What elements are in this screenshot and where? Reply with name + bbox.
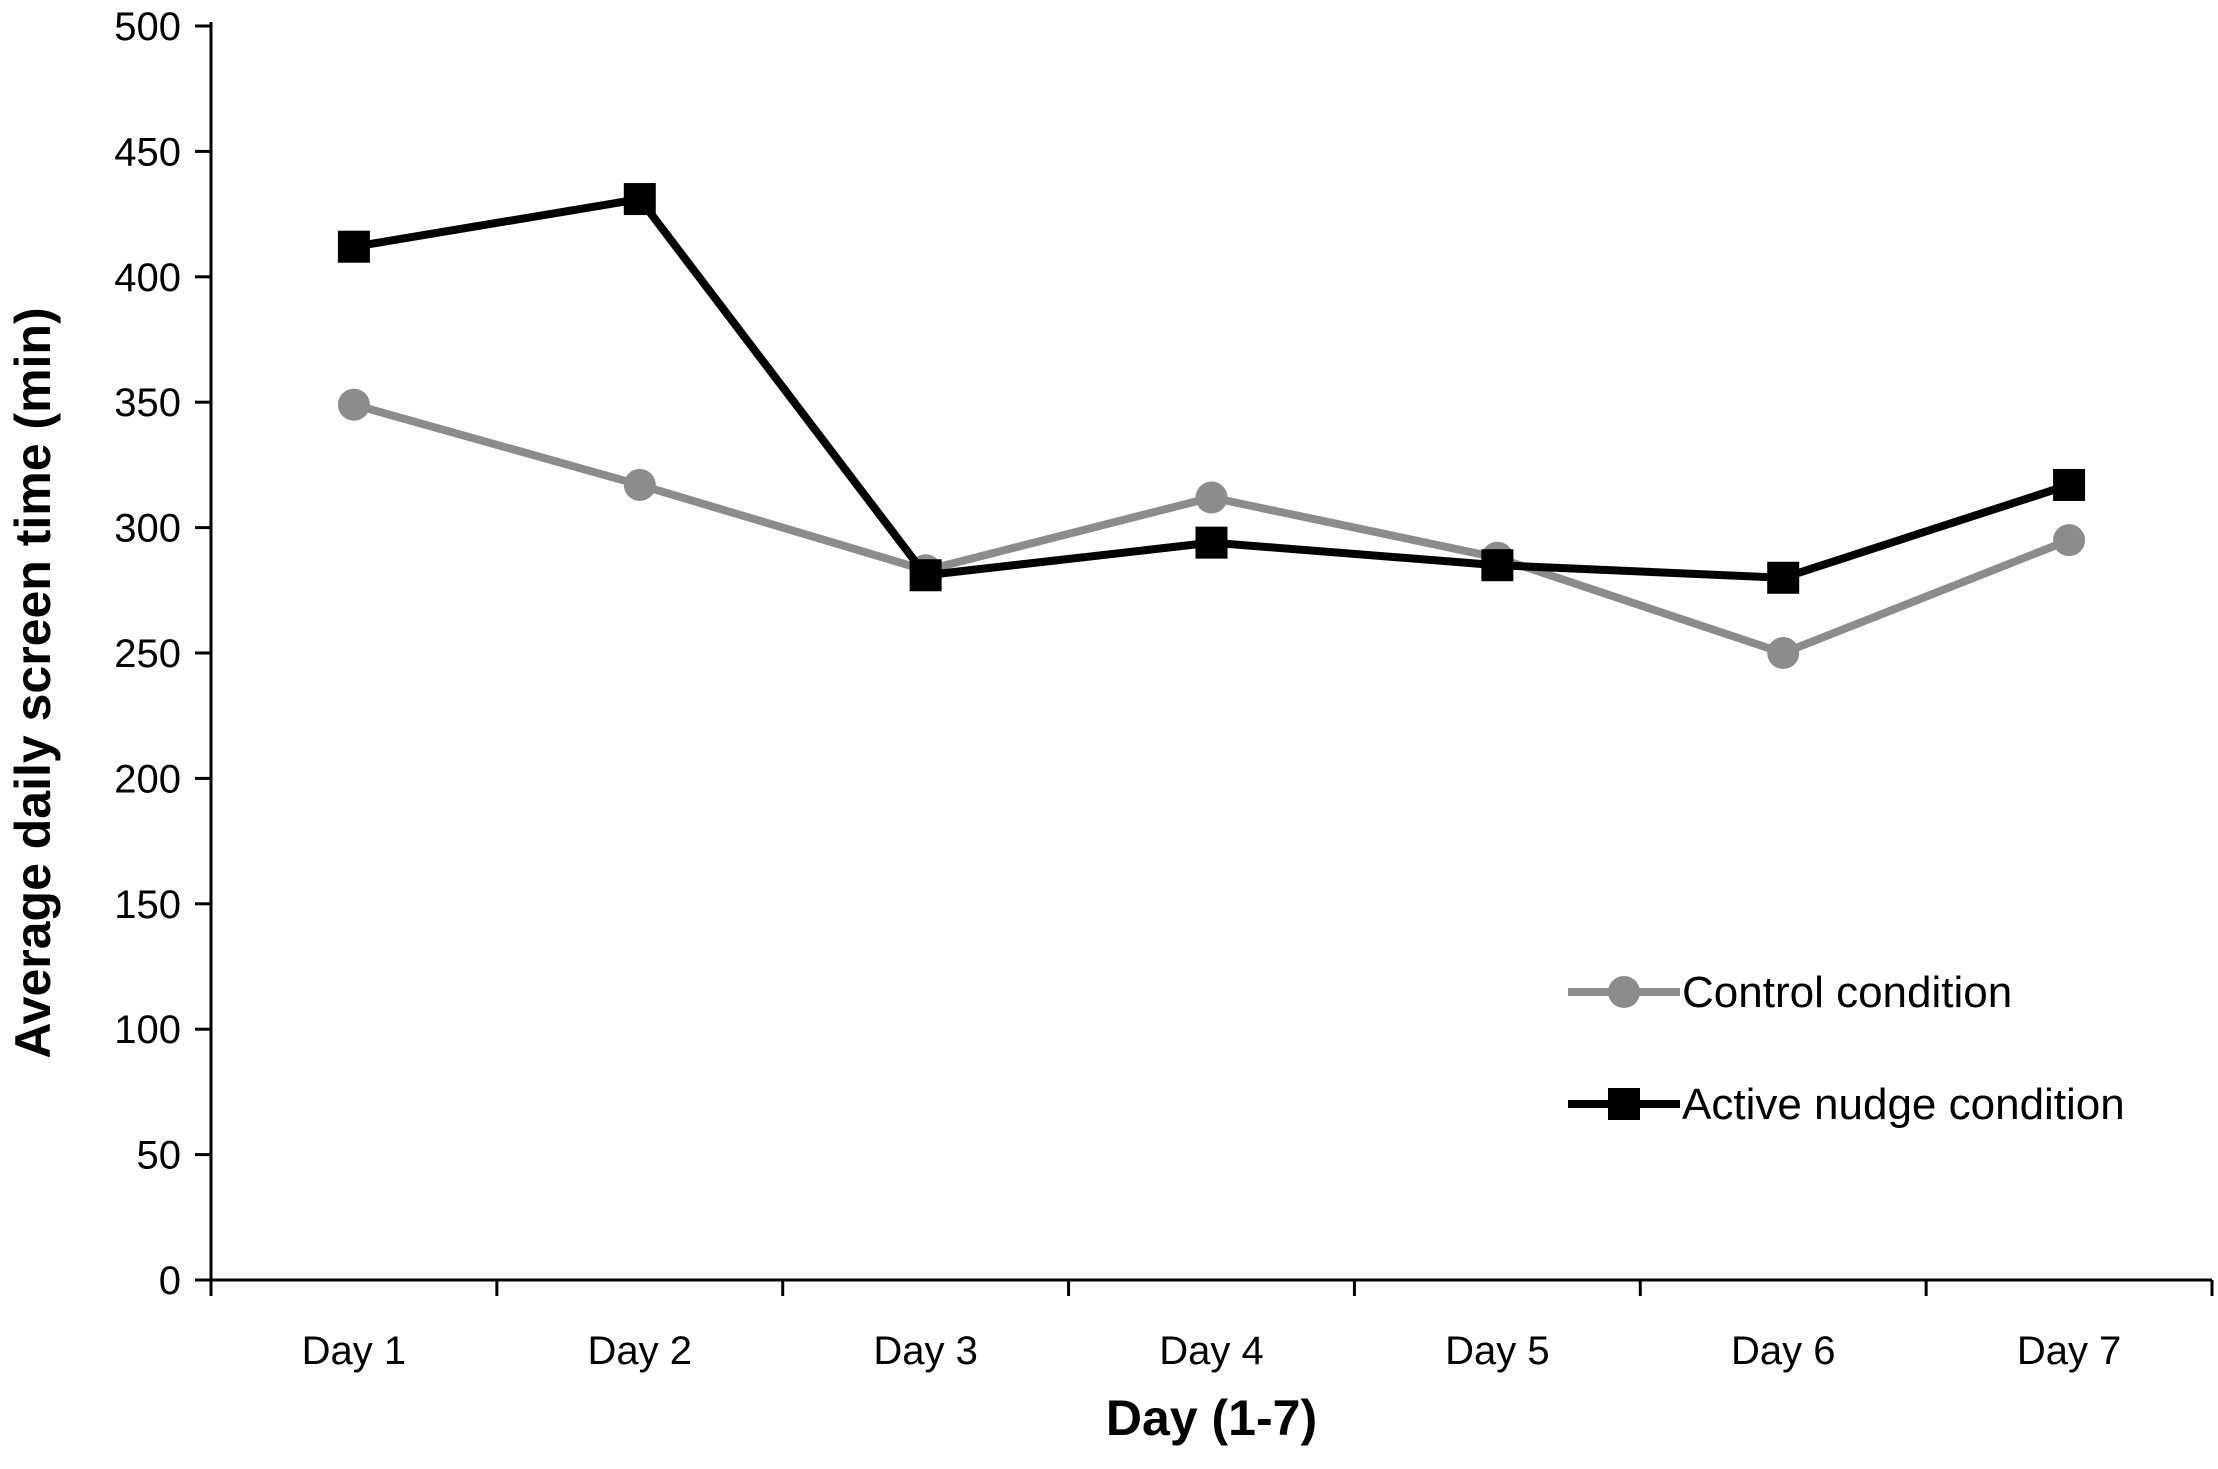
data-point	[1195, 526, 1228, 559]
legend-label: Control condition	[1682, 968, 2012, 1017]
legend-entry: Control condition	[1568, 968, 2012, 1017]
data-point	[2053, 524, 2086, 557]
data-point	[623, 468, 656, 501]
data-point	[909, 559, 942, 592]
series-line	[353, 195, 2071, 582]
data-point	[1195, 481, 1228, 514]
x-axis-title: Day (1-7)	[1106, 1390, 1317, 1446]
series-layer	[337, 183, 2086, 669]
data-point	[337, 388, 370, 421]
series-2	[337, 183, 2086, 594]
y-tick-label: 350	[114, 381, 181, 425]
y-tick-label: 0	[159, 1259, 181, 1303]
x-tick-label: Day 7	[2017, 1329, 2122, 1373]
y-axis-title: Average daily screen time (min)	[5, 307, 61, 1058]
x-tick-label: Day 4	[1159, 1329, 1264, 1373]
y-tick-label: 250	[114, 632, 181, 676]
x-tick-label: Day 2	[588, 1329, 693, 1373]
y-tick-label: 150	[114, 883, 181, 927]
x-tick-label: Day 5	[1445, 1329, 1550, 1373]
legend-marker	[1608, 976, 1640, 1008]
y-tick-label: 50	[137, 1134, 182, 1178]
y-tick-label: 450	[114, 130, 181, 174]
x-tick-label: Day 3	[873, 1329, 978, 1373]
x-tick-label: Day 1	[302, 1329, 407, 1373]
data-point	[1481, 549, 1514, 582]
axes: 0 50 100 150 200 250 300 350 400 450 500 Day 1 Day 2…	[114, 5, 2214, 1373]
y-tick-label: 400	[114, 256, 181, 300]
data-point	[1767, 637, 1800, 669]
y-tick-label: 300	[114, 507, 181, 551]
y-tick-label: 100	[114, 1008, 181, 1052]
data-point	[337, 230, 370, 263]
legend: Control condition Active nudge condition	[1568, 968, 2125, 1129]
legend-label: Active nudge condition	[1682, 1080, 2125, 1129]
data-point	[2053, 468, 2086, 501]
y-tick-label: 200	[114, 757, 181, 801]
legend-entry: Active nudge condition	[1568, 1080, 2125, 1129]
legend-marker	[1608, 1088, 1640, 1120]
x-tick-label: Day 6	[1731, 1329, 1836, 1373]
y-tick-label: 500	[114, 5, 181, 49]
data-point	[1767, 561, 1800, 594]
data-point	[623, 183, 656, 216]
